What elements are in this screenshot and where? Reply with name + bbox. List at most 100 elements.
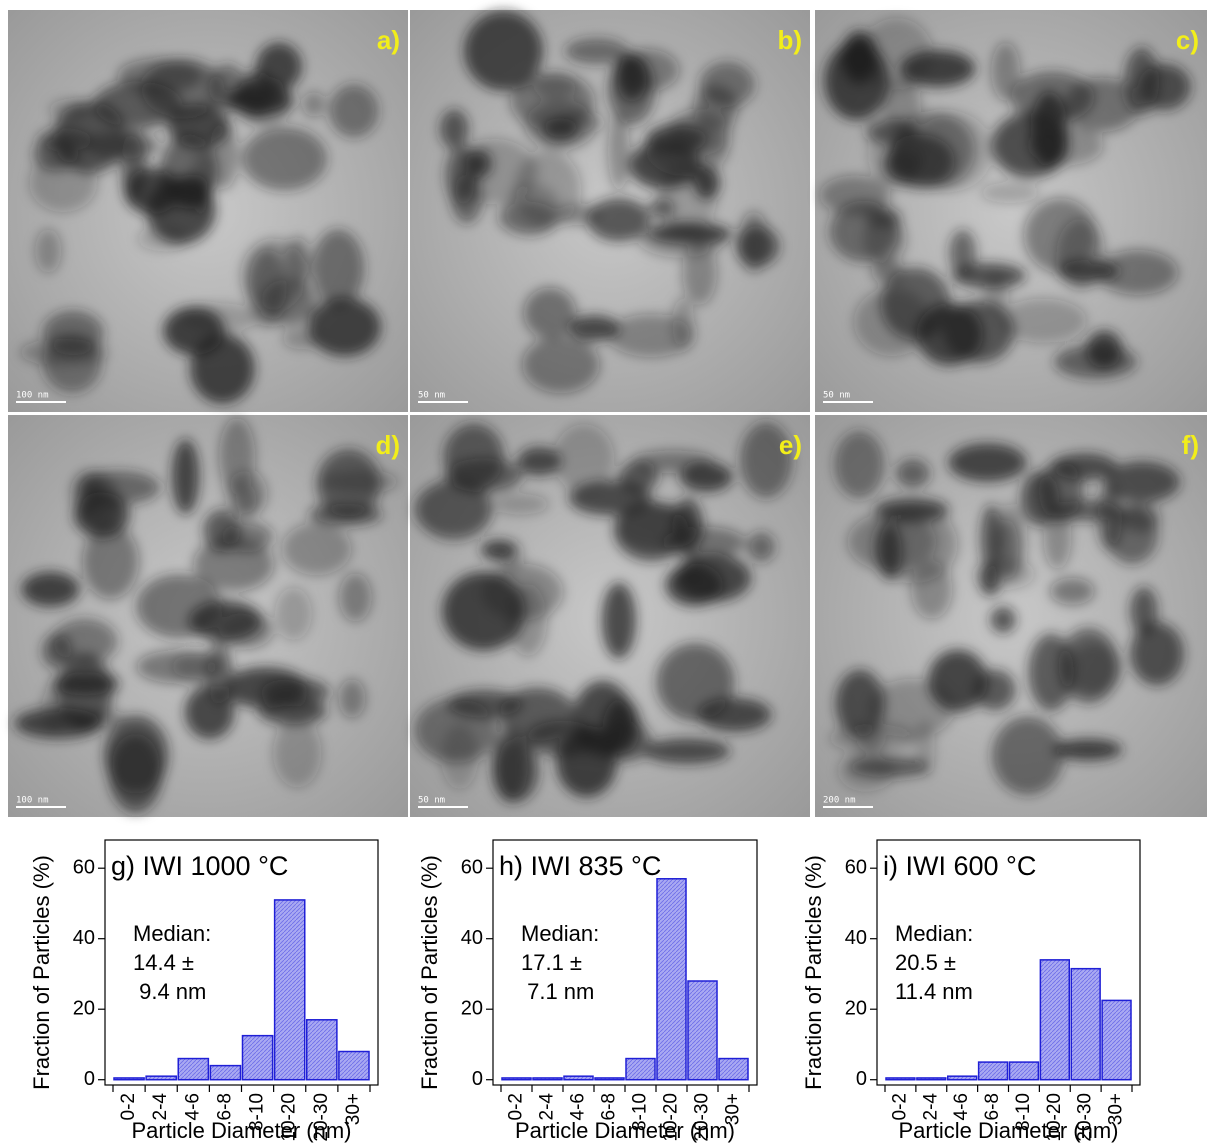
particle-cluster	[1130, 622, 1184, 685]
particle-cluster	[282, 523, 351, 575]
particle-cluster	[146, 177, 215, 244]
particle-cluster	[451, 175, 482, 224]
x-tick-label: 2-4	[150, 1093, 171, 1121]
particle-cluster	[747, 532, 775, 561]
bar	[917, 1078, 946, 1080]
bar	[564, 1076, 593, 1080]
particle-cluster	[256, 43, 302, 91]
annotation: Median:	[895, 921, 973, 946]
x-axis-label: Particle Diameter (nm)	[515, 1118, 735, 1143]
particle-cluster	[668, 109, 731, 155]
x-tick-label: 0-2	[889, 1093, 910, 1120]
x-tick-label: 4-6	[568, 1093, 589, 1120]
bar	[339, 1052, 369, 1080]
tem-image: f) 200 nm	[815, 415, 1207, 817]
bar	[1010, 1062, 1039, 1080]
particle-cluster	[273, 718, 321, 787]
y-axis-label: Fraction of Particles (%)	[801, 855, 826, 1090]
scale-bar-label: 100 nm	[16, 391, 49, 401]
bar	[502, 1078, 531, 1080]
annotation: Median:	[133, 921, 211, 946]
particle-cluster	[683, 241, 717, 305]
histogram: Fraction of Particles (%)02040600-22-44-…	[29, 840, 378, 1143]
particle-cluster	[656, 643, 734, 721]
particle-cluster	[829, 724, 917, 753]
particle-cluster	[974, 670, 1015, 711]
particle-cluster	[665, 564, 723, 606]
scale-bar-label: 50 nm	[418, 391, 445, 401]
x-tick-label: 0-2	[506, 1093, 527, 1120]
panel-label: a)	[377, 25, 400, 55]
y-axis-label: Fraction of Particles (%)	[29, 855, 54, 1090]
particle-cluster	[308, 298, 380, 356]
particle-cluster	[302, 92, 325, 117]
particle-cluster	[915, 721, 935, 776]
bar	[178, 1059, 208, 1080]
particle-cluster	[275, 587, 312, 640]
particle-cluster	[1097, 484, 1122, 550]
scale-bar-label: 200 nm	[823, 796, 856, 806]
particle-cluster	[854, 288, 931, 356]
particle-cluster	[1054, 345, 1137, 379]
particle-cluster	[83, 525, 139, 599]
particle-cluster	[542, 118, 579, 141]
particle-cluster	[608, 113, 630, 191]
particle-cluster	[121, 129, 146, 202]
particle-cluster	[643, 738, 730, 763]
particle-cluster	[900, 50, 975, 87]
y-tick-label: 60	[73, 856, 95, 878]
particle-cluster	[1121, 503, 1161, 532]
particle-cluster	[329, 84, 378, 137]
particle-cluster	[992, 716, 1064, 795]
y-tick-label: 40	[73, 927, 95, 949]
particle-cluster	[824, 42, 889, 121]
histogram: Fraction of Particles (%)02040600-22-44-…	[801, 840, 1140, 1143]
bar	[146, 1076, 176, 1080]
annotation: 14.4 ±	[133, 950, 194, 975]
particle-cluster	[172, 439, 199, 514]
particle-cluster	[648, 198, 675, 218]
x-tick-label: 4-6	[951, 1093, 972, 1120]
bar	[979, 1062, 1008, 1080]
particle-cluster	[136, 574, 222, 638]
particle-cluster	[339, 573, 371, 622]
panel-label: d)	[375, 430, 400, 460]
y-tick-label: 40	[845, 927, 867, 949]
bar	[595, 1078, 624, 1080]
bar	[275, 900, 305, 1080]
particle-cluster	[524, 288, 576, 339]
particle-cluster	[43, 334, 102, 393]
particle-cluster	[466, 149, 492, 178]
particle-cluster	[739, 211, 769, 272]
y-tick-label: 20	[73, 997, 95, 1019]
particle-cluster	[1039, 460, 1083, 523]
panel-label: e)	[779, 430, 802, 460]
panel-label: c)	[1176, 25, 1199, 55]
x-tick-label: 0-2	[118, 1093, 139, 1120]
x-axis-label: Particle Diameter (nm)	[131, 1118, 351, 1143]
y-axis-label: Fraction of Particles (%)	[417, 855, 442, 1090]
particle-cluster	[283, 328, 322, 349]
tem-image: b)50 nm	[410, 10, 810, 412]
particle-cluster	[242, 127, 327, 190]
particle-cluster	[700, 62, 755, 107]
particle-cluster	[225, 85, 292, 115]
particle-cluster	[235, 485, 257, 518]
particle-cluster	[1011, 71, 1095, 123]
particle-cluster	[834, 431, 884, 498]
y-tick-label: 0	[856, 1068, 867, 1090]
annotation: 11.4 nm	[895, 979, 973, 1004]
scale-bar-label: 50 nm	[823, 391, 850, 401]
x-tick-label: 2-4	[920, 1093, 941, 1121]
annotation: 7.1 nm	[521, 979, 594, 1004]
particle-cluster	[883, 149, 921, 184]
particle-cluster	[414, 482, 492, 538]
particle-cluster	[1054, 739, 1123, 761]
particle-cluster	[615, 49, 679, 91]
particle-cluster	[863, 215, 906, 266]
particle-cluster	[949, 230, 975, 277]
x-tick-label: 6-8	[982, 1093, 1003, 1120]
panel-label: f)	[1182, 430, 1199, 460]
annotation: 20.5 ±	[895, 950, 956, 975]
